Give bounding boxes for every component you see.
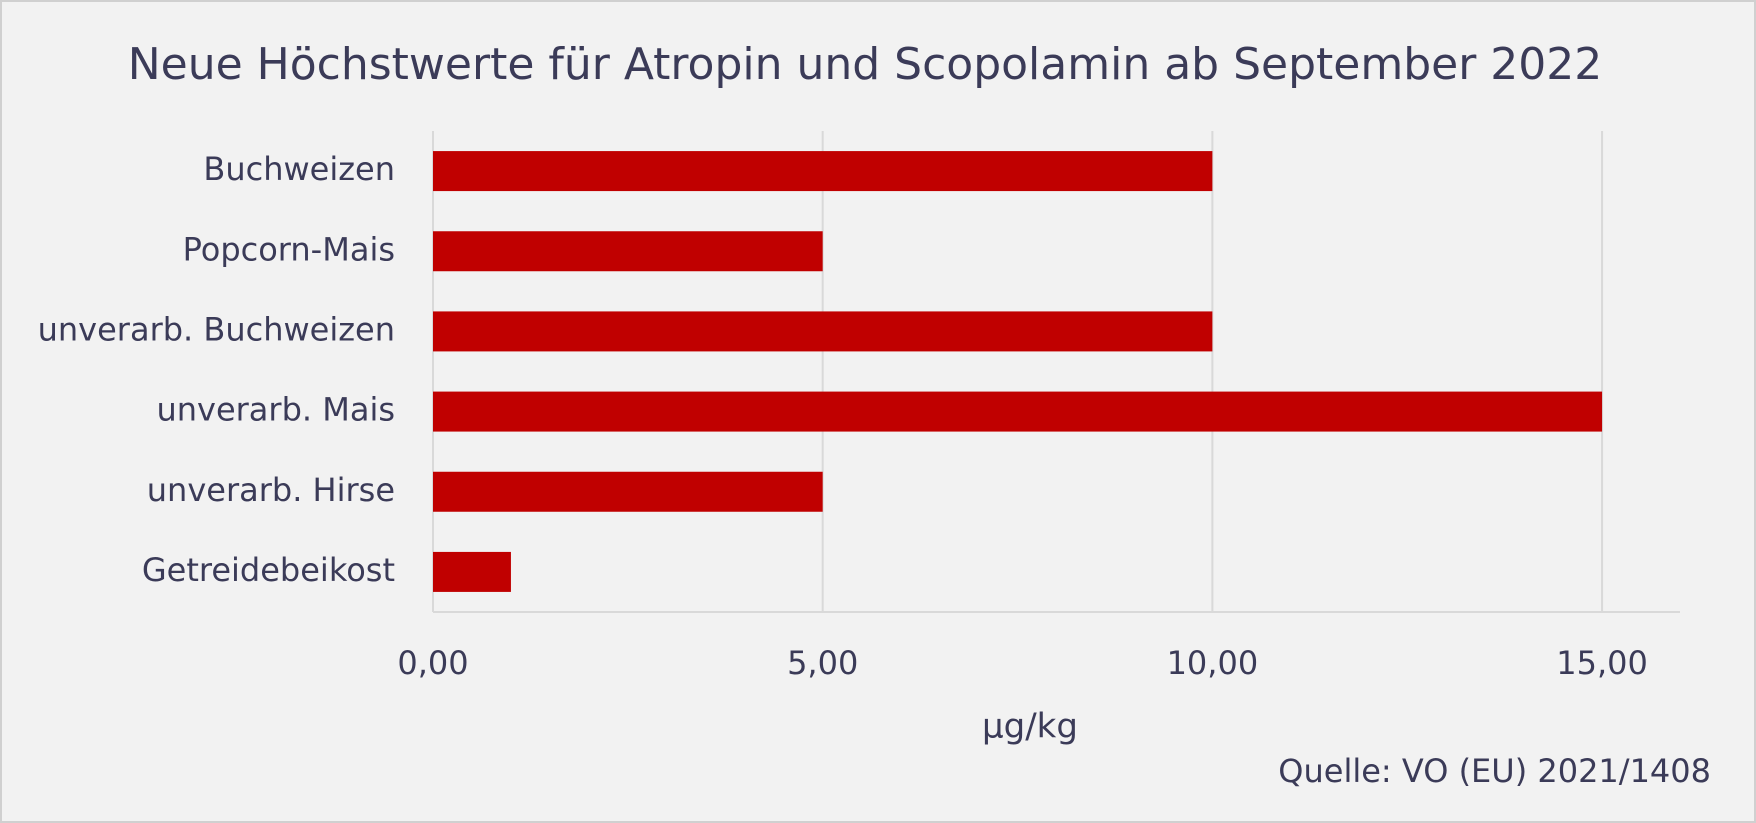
- x-tick-label: 5,00: [787, 644, 858, 682]
- y-tick-label: unverarb. Mais: [156, 391, 395, 429]
- bar: [433, 471, 823, 512]
- bar: [433, 391, 1603, 432]
- source-note: Quelle: VO (EU) 2021/1408: [1278, 752, 1711, 790]
- y-tick-label: Popcorn-Mais: [183, 230, 395, 268]
- bar: [433, 231, 823, 272]
- y-tick-label: unverarb. Hirse: [147, 471, 395, 509]
- bar: [433, 151, 1213, 192]
- x-tick-label: 10,00: [1167, 644, 1259, 682]
- y-tick-label: Buchweizen: [203, 150, 395, 188]
- x-axis-title: µg/kg: [982, 707, 1078, 747]
- y-tick-label: unverarb. Buchweizen: [38, 310, 395, 348]
- bar: [433, 311, 1213, 352]
- x-tick-label: 15,00: [1556, 644, 1648, 682]
- x-tick-label: 0,00: [397, 644, 468, 682]
- bar: [433, 551, 511, 592]
- y-tick-label: Getreidebeikost: [142, 551, 395, 589]
- chart-title: Neue Höchstwerte für Atropin und Scopola…: [128, 39, 1603, 90]
